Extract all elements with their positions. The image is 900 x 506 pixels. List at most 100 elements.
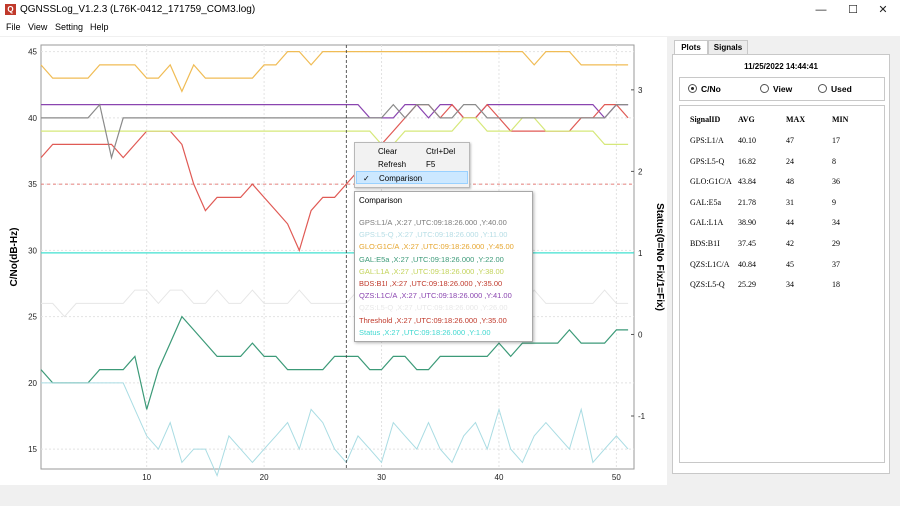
tooltip-utc: ,UTC:09:18:26.000 [418,291,483,301]
series-line-gps-l1-a [41,103,629,160]
context-item-shortcut: F5 [426,160,436,169]
tooltip-signal: BDS:B1I [359,279,388,288]
table-cell: GAL:L1A [690,218,724,228]
table-row: GPS:L5-Q 16.82 24 8 [680,157,884,169]
tooltip-line: GAL:L1A ,X:27 ,UTC:09:18:26.000 ,Y:38.00 [359,267,504,276]
radio-view[interactable]: View [760,84,792,94]
table-cell: 38.90 [738,218,756,228]
tooltip-line: GPS:L5-Q ,X:27 ,UTC:09:18:26.000 ,Y:11.00 [359,230,507,239]
tooltip-x: ,X:27 [395,230,414,240]
y-tick-label: 45 [28,48,37,57]
checkmark-icon: ✓ [363,174,370,183]
y-tick-label: 40 [28,114,37,123]
tooltip-y: ,Y:35.00 [479,315,507,325]
tooltip-utc: ,UTC:09:18:26.000 [401,327,466,337]
table-cell: GAL:E5a [690,197,722,207]
tooltip-line: QZS:L1C/A ,X:27 ,UTC:09:18:26.000 ,Y:41.00 [359,291,512,300]
cno-chart-area[interactable]: 10 20 30 40 50 15 20 25 30 35 40 45 -1 0 1 2 3 C/No(dB-Hz… [0,37,667,485]
series-line-glo-g1c-a [40,51,629,93]
minimize-button[interactable]: — [815,4,827,16]
tooltip-y: ,Y:11.00 [480,230,508,240]
table-cell: 21.78 [738,197,756,207]
header-avg: AVG [738,115,755,124]
radio-unselected-icon [818,84,827,93]
table-header: SignalID AVG MAX MIN [680,115,884,127]
tooltip-y: ,Y:45.00 [486,242,514,252]
tooltip-x: ,X:27 [389,279,408,288]
radio-unselected-icon [760,84,769,93]
y2-axis-label: Status(0=No Fix/1=Fix) [654,203,665,311]
tooltip-utc: ,UTC:09:18:26.000 [413,218,478,227]
table-cell: 42 [786,239,794,248]
table-cell: 45 [786,259,794,269]
y-tick-label: 35 [28,180,37,189]
table-row: BDS:B1I 37.45 42 29 [680,239,884,251]
tooltip-y: ,Y:40.00 [479,218,507,227]
plots-tab-pane: 11/25/2022 14:44:41 C/No View Used Signa… [672,54,890,474]
title-bar: Q QGNSSLog_V1.2.3 (L76K-0412_171759_COM3… [0,0,900,20]
table-cell: 44 [786,218,794,228]
y2-tick-label: 0 [638,330,643,339]
close-button[interactable]: ✕ [878,4,888,16]
tooltip-x: ,X:27 [394,218,412,227]
table-cell: 9 [832,197,836,207]
horizontal-scrollbar[interactable] [0,487,667,504]
tooltip-utc: ,UTC:09:18:26.000 [410,266,475,276]
tooltip-x: ,X:27 [395,303,413,313]
context-item-label: Refresh [378,160,407,169]
header-signalid: SignalID [690,115,721,124]
y-tick-label: 30 [28,246,37,255]
table-cell: 16.82 [738,156,756,166]
series-line-bds-b1i [40,103,629,253]
tooltip-y: ,Y:38.00 [476,266,504,276]
tooltip-line: Threshold ,X:27 ,UTC:09:18:26.000 ,Y:35.00 [359,316,507,325]
context-item-label: Comparison [379,174,423,183]
table-cell: 24 [786,156,794,166]
menu-setting[interactable]: Setting [55,22,84,32]
table-cell: 34 [832,218,840,228]
table-cell: 25.29 [738,280,756,290]
cno-chart[interactable]: 10 20 30 40 50 15 20 25 30 35 40 45 -1 0 1 2 3 C/No(dB-Hz… [0,37,667,485]
menu-file[interactable]: File [6,22,21,32]
context-item-clear[interactable]: Clear Ctrl+Del [356,145,468,158]
table-cell: 17 [832,136,840,145]
signal-stats-table: SignalID AVG MAX MIN GPS:L1/A 40.10 47 17 GP… [679,105,885,463]
table-row: GLO:G1C/A 43.84 48 36 [680,177,884,189]
tab-plots[interactable]: Plots [674,40,708,55]
table-cell: GPS:L5-Q [690,156,725,166]
tab-signals[interactable]: Signals [708,40,748,55]
table-cell: QZS:L5-Q [690,280,725,290]
menu-view[interactable]: View [28,22,48,32]
table-cell: 31 [786,197,794,207]
x-tick-label: 20 [260,473,269,482]
table-cell: 29 [832,239,840,248]
context-item-comparison[interactable]: ✓ Comparison [356,171,468,184]
table-cell: 43.84 [738,177,756,187]
x-tick-label: 30 [377,473,386,482]
menu-help[interactable]: Help [90,22,109,32]
tooltip-utc: ,UTC:09:18:26.000 [413,315,478,325]
tooltip-y: ,Y:35.00 [474,279,503,288]
tooltip-line: GLO:G1C/A ,X:27 ,UTC:09:18:26.000 ,Y:45.00 [359,242,514,251]
table-cell: GLO:G1C/A [690,177,732,187]
table-cell: 48 [786,177,794,187]
radio-selected-icon [688,84,697,93]
table-cell: 37.45 [738,239,756,248]
radio-used[interactable]: Used [818,84,852,94]
maximize-button[interactable]: ☐ [848,4,858,16]
menu-bar: File View Setting Help [0,20,900,36]
tooltip-utc: ,UTC:09:18:26.000 [409,279,473,288]
tooltip-x: ,X:27 [382,327,400,337]
radio-cno[interactable]: C/No [688,84,721,94]
context-item-refresh[interactable]: Refresh F5 [356,158,468,171]
tooltip-utc: ,UTC:09:18:26.000 [410,254,475,264]
tooltip-signal: QZS:L5-Q [359,303,394,313]
table-cell: 47 [786,136,794,145]
current-datetime: 11/25/2022 14:44:41 [744,62,818,71]
series-line-gal-e5a [40,315,629,410]
table-cell: 40.84 [738,259,756,269]
tooltip-line: GPS:L1/A ,X:27 ,UTC:09:18:26.000 ,Y:40.00 [359,218,507,227]
tooltip-y: ,Y:41.00 [484,291,512,301]
tooltip-title: Comparison [359,196,403,205]
tooltip-x: ,X:27 [391,266,409,276]
